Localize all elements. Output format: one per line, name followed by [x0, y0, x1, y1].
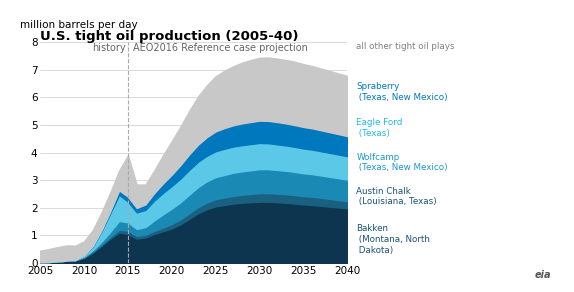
Text: eia: eia	[534, 270, 551, 280]
Text: million barrels per day: million barrels per day	[20, 20, 138, 30]
Text: Eagle Ford
 (Texas): Eagle Ford (Texas)	[356, 118, 403, 138]
Text: history: history	[92, 44, 126, 53]
Text: Bakken
 (Montana, North
 Dakota): Bakken (Montana, North Dakota)	[356, 224, 430, 255]
Text: Austin Chalk
 (Louisiana, Texas): Austin Chalk (Louisiana, Texas)	[356, 187, 437, 206]
Text: AEO2016 Reference case projection: AEO2016 Reference case projection	[133, 44, 308, 53]
Text: Wolfcamp
 (Texas, New Mexico): Wolfcamp (Texas, New Mexico)	[356, 152, 448, 172]
Text: Spraberry
 (Texas, New Mexico): Spraberry (Texas, New Mexico)	[356, 82, 448, 102]
Text: all other tight oil plays: all other tight oil plays	[356, 42, 455, 51]
Text: U.S. tight oil production (2005-40): U.S. tight oil production (2005-40)	[40, 29, 298, 43]
